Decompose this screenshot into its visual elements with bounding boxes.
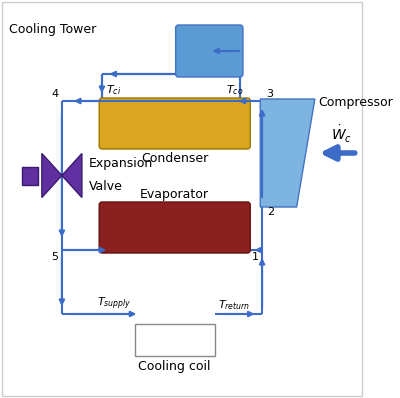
Polygon shape xyxy=(62,154,82,197)
Text: 1: 1 xyxy=(252,252,258,262)
Text: Expansion: Expansion xyxy=(89,156,154,170)
Text: 4: 4 xyxy=(51,89,58,99)
Text: Valve: Valve xyxy=(89,179,123,193)
Text: $T_{co}$: $T_{co}$ xyxy=(226,83,244,97)
Text: Evaporator: Evaporator xyxy=(140,188,209,201)
Text: Cooling Tower: Cooling Tower xyxy=(9,23,96,37)
FancyBboxPatch shape xyxy=(176,25,243,77)
FancyBboxPatch shape xyxy=(99,202,250,253)
Text: Cooling coil: Cooling coil xyxy=(138,360,211,373)
Text: 3: 3 xyxy=(267,89,274,99)
Bar xyxy=(22,166,38,185)
Text: $T_{supply}$: $T_{supply}$ xyxy=(96,296,131,312)
Text: 2: 2 xyxy=(267,207,274,217)
Text: $\dot{W}_c$: $\dot{W}_c$ xyxy=(331,124,352,145)
Text: Condenser: Condenser xyxy=(141,152,208,165)
Polygon shape xyxy=(260,99,315,207)
Polygon shape xyxy=(42,154,62,197)
Text: $T_{ci}$: $T_{ci}$ xyxy=(106,83,121,97)
Text: 5: 5 xyxy=(51,252,58,262)
Text: $T_{return}$: $T_{return}$ xyxy=(218,298,251,312)
Text: Compressor: Compressor xyxy=(318,96,393,109)
Bar xyxy=(135,324,215,356)
FancyBboxPatch shape xyxy=(99,98,250,149)
